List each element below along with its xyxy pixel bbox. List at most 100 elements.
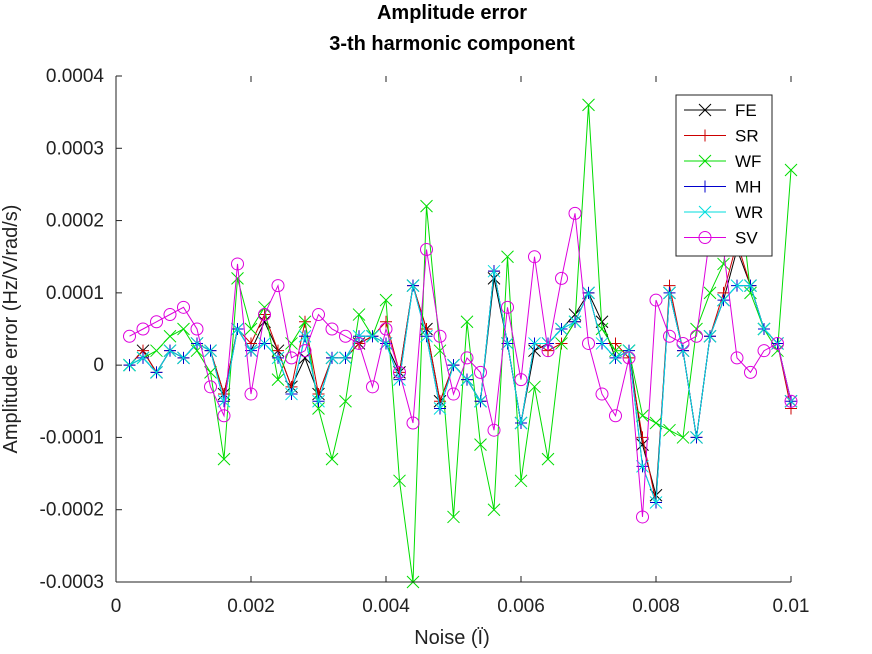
data-point-wr	[622, 344, 636, 358]
data-point-wf	[690, 322, 703, 336]
data-point-sv	[568, 206, 582, 220]
data-point-wf	[676, 431, 690, 444]
data-point-sv	[730, 351, 744, 365]
data-point-sv	[271, 279, 285, 293]
data-point-sv	[190, 322, 204, 336]
data-point-wr	[123, 358, 136, 372]
data-point-sv	[474, 365, 487, 379]
data-point-wr	[366, 329, 379, 343]
data-point-wr	[649, 496, 663, 509]
data-point-wf	[339, 394, 352, 408]
data-point-wr	[460, 373, 474, 386]
data-point-sv	[514, 373, 528, 387]
x-tick-label: 0.004	[362, 596, 410, 617]
y-axis-label: Amplitude error (Hz/V/rad/s)	[0, 205, 22, 454]
data-point-sv	[163, 308, 177, 322]
chart-subtitle: 3-th harmonic component	[329, 33, 575, 55]
data-point-wf	[636, 409, 649, 423]
data-point-sv	[339, 329, 352, 343]
y-tick-label: 0	[93, 355, 104, 376]
data-point-wf	[271, 373, 285, 386]
data-point-sv	[541, 344, 555, 358]
data-point-wr	[393, 373, 406, 386]
data-point-sv	[447, 387, 460, 401]
data-point-wf	[258, 300, 271, 314]
y-ticks: -0.0003 -0.0002 -0.0001 0 0.0001 0.0002 0.0003…	[40, 66, 122, 593]
data-point-sv	[177, 300, 190, 314]
data-point-sv	[312, 308, 325, 322]
data-point-sv	[528, 250, 541, 264]
data-point-sv	[217, 409, 231, 423]
data-point-wf	[447, 510, 460, 524]
data-point-wr	[609, 351, 622, 365]
data-point-sv	[325, 322, 339, 336]
data-point-wf	[784, 163, 798, 177]
data-point-sr	[380, 315, 392, 328]
y-tick-label: -0.0003	[40, 572, 104, 593]
data-point-sv	[595, 387, 609, 401]
data-point-sv	[298, 344, 312, 358]
axes-layer	[115, 76, 791, 583]
data-point-wf	[420, 199, 433, 213]
data-point-wr	[420, 329, 433, 343]
data-point-wf	[150, 344, 163, 358]
data-point-wr	[541, 337, 555, 350]
data-point-wr	[325, 351, 339, 365]
data-point-sv	[379, 322, 393, 336]
data-point-sv	[649, 293, 663, 307]
data-point-sv	[487, 423, 501, 437]
data-point-wf	[771, 344, 784, 358]
data-point-wr	[703, 329, 717, 343]
data-point-sv	[636, 510, 649, 524]
data-point-sv	[744, 365, 757, 379]
x-tick-label: 0.008	[632, 596, 680, 617]
legend-marker-wf	[698, 154, 712, 168]
data-point-wf	[379, 293, 393, 307]
data-point-sv	[460, 351, 474, 365]
legend-marker-sr	[699, 129, 711, 142]
data-point-wr	[717, 293, 730, 307]
data-point-sv	[433, 329, 447, 343]
legend-label-wr: WR	[735, 203, 763, 222]
data-point-wf	[312, 402, 325, 415]
data-point-sv	[622, 351, 636, 365]
data-point-wf	[501, 250, 514, 264]
data-point-sv	[609, 409, 622, 423]
legend-label-wf: WF	[735, 152, 761, 171]
data-point-wf	[582, 98, 595, 112]
legend-marker-wr	[698, 205, 712, 219]
data-point-wf	[460, 315, 474, 329]
series-wr	[123, 264, 798, 509]
data-point-wr	[150, 366, 163, 379]
data-point-sv	[352, 336, 366, 350]
data-point-wr	[163, 344, 177, 358]
data-point-wr	[528, 337, 541, 350]
legend-label-fe: FE	[735, 101, 757, 120]
data-point-sv	[420, 242, 433, 256]
y-tick-label: -0.0001	[40, 427, 104, 448]
data-point-wf	[352, 308, 366, 321]
y-tick-label: 0.0003	[46, 138, 104, 159]
x-tick-label: 0.002	[227, 596, 275, 617]
data-point-sv	[123, 329, 136, 343]
data-point-wr	[744, 279, 757, 292]
data-point-wf	[231, 272, 244, 285]
data-point-wr	[690, 431, 703, 444]
data-point-sv	[204, 380, 217, 394]
legend-marker-sv	[698, 231, 712, 244]
y-tick-label: 0.0004	[46, 66, 105, 87]
y-tick-label: 0.0002	[46, 211, 104, 232]
data-point-wr	[271, 351, 285, 365]
data-point-sv	[136, 322, 150, 336]
data-point-sv	[244, 387, 258, 401]
data-point-wr	[231, 322, 244, 336]
data-point-wr	[136, 351, 150, 365]
series-layer	[123, 98, 798, 589]
x-tick-label: 0.01	[773, 596, 810, 617]
data-point-wr	[514, 416, 528, 430]
data-point-sv	[676, 336, 690, 350]
data-point-sv	[285, 351, 298, 365]
data-point-wf	[217, 452, 231, 466]
data-point-wr	[352, 329, 366, 343]
data-point-sv	[258, 308, 271, 322]
